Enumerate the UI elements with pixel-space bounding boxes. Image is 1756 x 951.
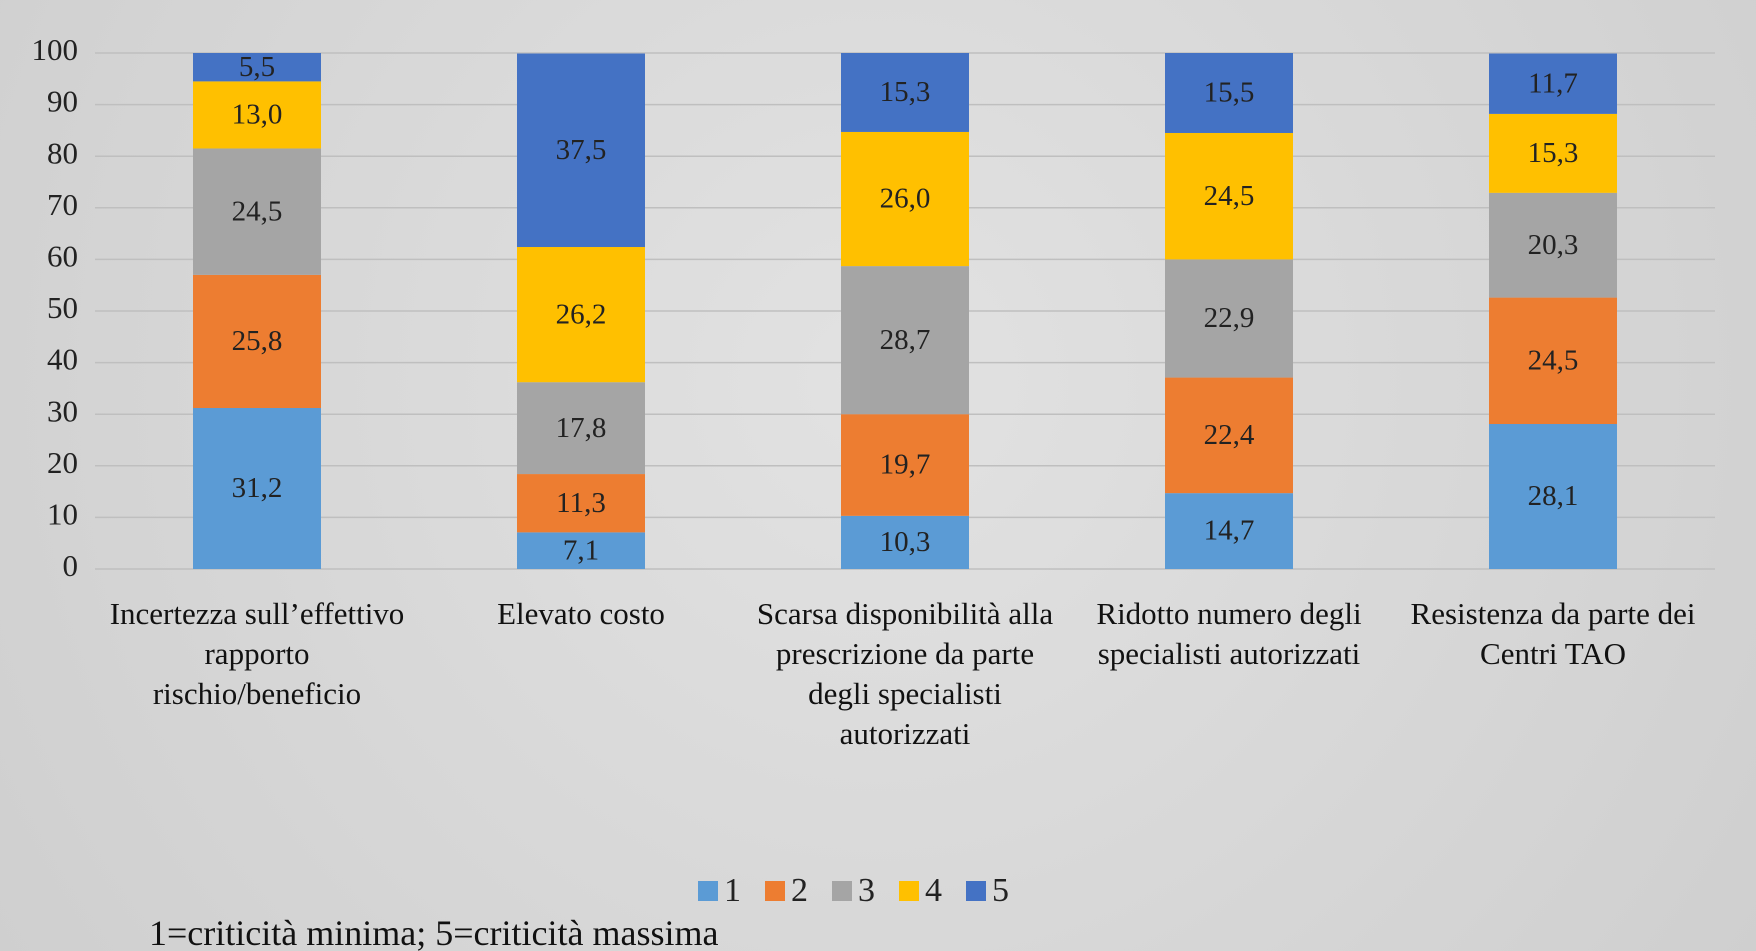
value-label: 15,3 — [1528, 137, 1579, 169]
value-label: 24,5 — [1204, 180, 1255, 212]
bar-segment — [1165, 53, 1293, 133]
bar-segment — [1489, 192, 1617, 298]
bar-segment — [841, 414, 969, 516]
value-label: 15,5 — [1204, 77, 1255, 109]
bar-segment — [1489, 297, 1617, 425]
bar-segment — [1489, 424, 1617, 569]
value-label: 19,7 — [880, 449, 931, 481]
legend-swatch — [966, 881, 986, 901]
bar-segment — [193, 274, 321, 409]
x-tick-label: Scarsa disponibilità alla prescrizione d… — [756, 596, 1054, 751]
value-label: 28,1 — [1528, 480, 1579, 512]
bar-segment — [1165, 132, 1293, 260]
footnote: 1=criticità minima; 5=criticità massima — [149, 913, 719, 951]
y-tick-label: 70 — [47, 187, 78, 222]
bar-segment — [1165, 493, 1293, 569]
value-label: 31,2 — [232, 472, 283, 504]
value-label: 7,1 — [563, 534, 599, 566]
bar-segment — [517, 474, 645, 533]
legend-swatch — [899, 881, 919, 901]
x-tick-label: Ridotto numero degli specialisti autoriz… — [1096, 596, 1362, 671]
value-label: 10,3 — [880, 526, 931, 558]
value-label: 26,0 — [880, 183, 931, 215]
value-label: 5,5 — [239, 51, 275, 83]
bar-segment — [517, 382, 645, 475]
bar-segment — [841, 515, 969, 569]
legend-label: 5 — [992, 872, 1009, 909]
x-tick-label: Resistenza da parte dei Centri TAO — [1410, 596, 1696, 671]
bar-segment — [1165, 377, 1293, 494]
bar-segment — [1165, 259, 1293, 378]
value-label: 26,2 — [556, 298, 607, 330]
value-label: 28,7 — [880, 324, 931, 356]
value-label: 13,0 — [232, 99, 283, 131]
value-label: 24,5 — [232, 195, 283, 227]
y-tick-label: 10 — [47, 497, 78, 532]
y-tick-label: 80 — [47, 135, 78, 170]
bar-segment — [841, 266, 969, 415]
value-label: 22,4 — [1204, 419, 1255, 451]
y-tick-label: 90 — [47, 84, 78, 119]
bar-segment — [193, 81, 321, 149]
bar-segment — [517, 532, 645, 569]
bar-segment — [193, 53, 321, 82]
legend-label: 2 — [791, 872, 808, 909]
value-label: 14,7 — [1204, 515, 1255, 547]
value-label: 25,8 — [232, 325, 283, 357]
legend-label: 1 — [724, 872, 741, 909]
legend-swatch — [832, 881, 852, 901]
bar-segment — [841, 53, 969, 132]
legend-swatch — [765, 881, 785, 901]
y-tick-label: 0 — [63, 548, 79, 583]
bar-segment — [517, 247, 645, 383]
value-label: 17,8 — [556, 412, 607, 444]
y-tick-label: 30 — [47, 393, 78, 428]
value-label: 22,9 — [1204, 302, 1255, 334]
bar-segment — [193, 148, 321, 275]
bar-segment — [1489, 113, 1617, 193]
y-tick-label: 50 — [47, 290, 78, 325]
value-label: 24,5 — [1528, 344, 1579, 376]
x-tick-label: Elevato costo — [497, 596, 665, 631]
y-tick-label: 40 — [47, 342, 78, 377]
bar-segment — [517, 53, 645, 248]
value-label: 11,7 — [1528, 67, 1578, 99]
bar-segment — [193, 408, 321, 569]
value-label: 15,3 — [880, 76, 931, 108]
value-label: 11,3 — [556, 487, 606, 519]
value-label: 20,3 — [1528, 229, 1579, 261]
bar-segment — [1489, 53, 1617, 114]
y-tick-label: 60 — [47, 239, 78, 274]
legend-label: 4 — [925, 872, 942, 909]
legend-swatch — [698, 881, 718, 901]
y-tick-label: 100 — [32, 32, 79, 67]
bar-segment — [841, 131, 969, 267]
value-label: 37,5 — [556, 134, 607, 166]
y-tick-label: 20 — [47, 445, 78, 480]
legend-label: 3 — [858, 872, 875, 909]
x-tick-label: Incertezza sull’effettivo rapporto risch… — [109, 596, 405, 711]
